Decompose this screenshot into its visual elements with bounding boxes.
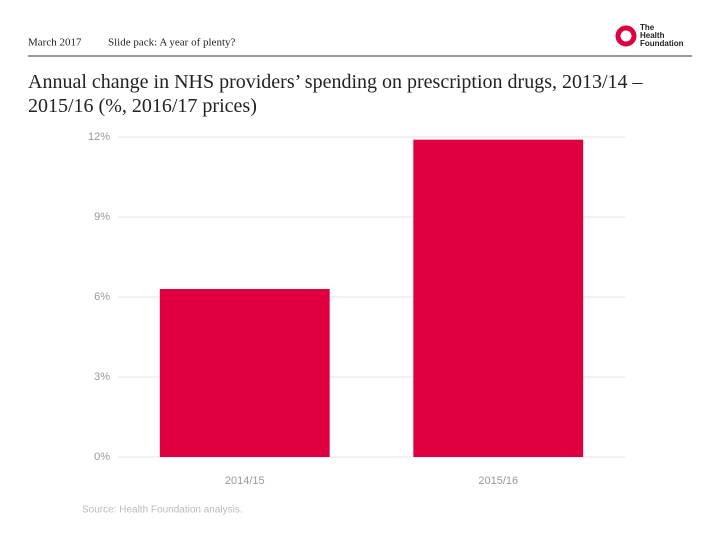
bar xyxy=(413,139,584,457)
date: March 2017 xyxy=(28,37,82,49)
deck-title: Slide pack: A year of plenty? xyxy=(108,37,235,49)
x-tick-label: 2014/15 xyxy=(225,475,265,487)
y-tick-label: 6% xyxy=(94,291,110,303)
y-tick-label: 9% xyxy=(94,211,110,223)
logo-mark xyxy=(615,25,637,47)
y-tick-label: 3% xyxy=(94,371,110,383)
logo-text: The xyxy=(640,23,655,32)
chart-title: Annual change in NHS providers’ spending… xyxy=(28,71,643,117)
source-note: Source: Health Foundation analysis. xyxy=(82,505,243,516)
x-tick-label: 2015/16 xyxy=(478,475,518,487)
logo-text: Foundation xyxy=(640,39,684,48)
bar xyxy=(159,289,330,457)
y-tick-label: 0% xyxy=(94,451,110,463)
y-tick-label: 12% xyxy=(88,131,110,143)
logo-text: Health xyxy=(640,31,665,40)
